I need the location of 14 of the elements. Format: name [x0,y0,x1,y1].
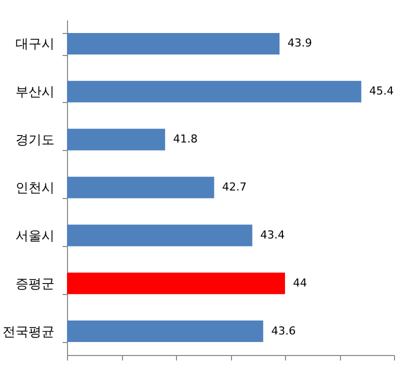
y-tick-label: 전국평균 [2,324,54,340]
y-tick-label: 부산시 [16,85,54,100]
y-tick-label: 인천시 [16,181,54,196]
y-tick-label: 서울시 [16,228,54,244]
y-tick-label: 대구시 [16,37,54,52]
data-label: 42.7 [222,180,247,194]
y-tick-label: 증평군 [16,276,54,292]
data-label: 41.8 [173,132,198,146]
y-tick-label: 경기도 [16,133,54,148]
data-label: 44 [293,276,307,290]
data-label: 43.4 [260,228,285,242]
data-label: 43.9 [288,36,312,50]
data-label: 45.4 [369,84,394,98]
data-label: 43.6 [271,324,296,338]
